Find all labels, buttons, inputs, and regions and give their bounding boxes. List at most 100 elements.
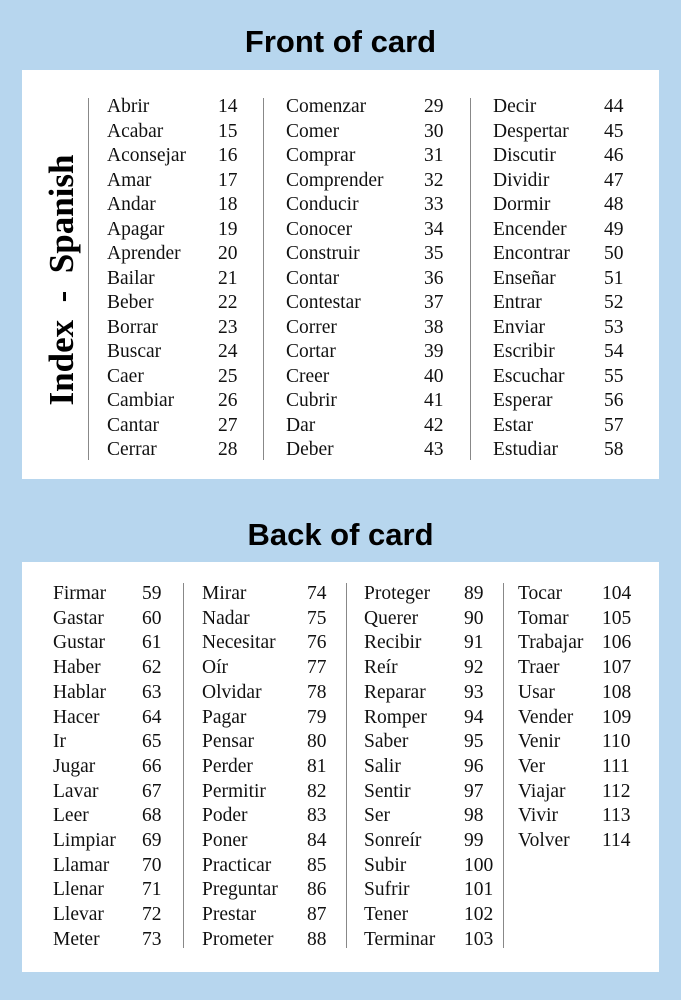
page-number: 55 — [604, 365, 624, 387]
page-number: 35 — [424, 243, 444, 264]
page-number: 57 — [604, 414, 624, 436]
front-card — [22, 70, 659, 479]
page-number: 73 — [142, 928, 162, 950]
verb: Acabar — [107, 120, 164, 142]
verb: Cubrir — [286, 390, 337, 411]
verb: Dar — [286, 414, 316, 436]
verb: Prestar — [202, 904, 257, 926]
page-number: 94 — [464, 706, 484, 728]
page-number: 30 — [424, 120, 444, 142]
verb: Terminar — [364, 928, 436, 950]
verb: Cambiar — [107, 390, 175, 411]
verb: Buscar — [107, 341, 162, 362]
page-number: 61 — [142, 632, 162, 654]
page-number: 17 — [218, 169, 238, 191]
verb: Preguntar — [202, 879, 278, 901]
back-card — [22, 562, 659, 972]
verb: Sufrir — [364, 879, 410, 901]
page-number: 75 — [307, 607, 327, 629]
page-number: 98 — [464, 805, 484, 827]
verb: Leer — [53, 805, 89, 827]
page-number: 29 — [424, 96, 444, 117]
page-number: 95 — [464, 731, 484, 753]
verb: Escuchar — [493, 365, 565, 387]
page-number: 105 — [602, 607, 632, 629]
page-number: 50 — [604, 243, 624, 264]
verb: Poder — [202, 805, 248, 827]
verb: Encender — [493, 218, 567, 240]
verb: Trabajar — [518, 632, 584, 654]
verb: Haber — [53, 657, 101, 679]
column-divider — [470, 98, 471, 460]
page-number: 88 — [307, 928, 327, 950]
page-number: 52 — [604, 292, 624, 313]
verb: Recibir — [364, 632, 422, 654]
verb: Apagar — [107, 218, 165, 240]
verb: Querer — [364, 607, 419, 629]
verb: Sentir — [364, 780, 411, 802]
page-number: 39 — [424, 341, 444, 362]
page-number: 108 — [602, 681, 632, 703]
verb: Amar — [107, 169, 152, 191]
verb: Estudiar — [493, 439, 558, 460]
verb: Salir — [364, 755, 401, 777]
verb: Jugar — [53, 755, 96, 777]
verb: Ir — [53, 731, 66, 753]
page-number: 66 — [142, 755, 162, 777]
column-divider — [503, 583, 504, 948]
page-number: 84 — [307, 830, 327, 851]
verb: Beber — [107, 292, 154, 313]
verb: Lavar — [53, 780, 99, 802]
verb: Vivir — [518, 805, 558, 827]
verb: Estar — [493, 414, 534, 436]
back-title: Back of card — [247, 517, 434, 552]
verb: Andar — [107, 194, 156, 215]
page-number: 101 — [464, 879, 494, 901]
page-number: 26 — [218, 390, 238, 411]
verb: Comprar — [286, 145, 356, 166]
page-number: 22 — [218, 292, 238, 313]
page-number: 80 — [307, 731, 327, 753]
verb: Cerrar — [107, 439, 157, 460]
side-label: Index - Spanish — [42, 154, 81, 406]
verb: Dormir — [493, 194, 551, 215]
verb: Olvidar — [202, 681, 262, 703]
page-number: 62 — [142, 657, 162, 679]
page-number: 15 — [218, 120, 238, 142]
page-number: 25 — [218, 365, 238, 387]
verb: Construir — [286, 243, 360, 264]
verb: Encontrar — [493, 243, 570, 264]
verb: Subir — [364, 854, 407, 876]
verb: Reír — [364, 657, 398, 679]
page-number: 28 — [218, 439, 238, 460]
page-number: 21 — [218, 267, 238, 289]
page-number: 103 — [464, 928, 494, 950]
page-number: 24 — [218, 341, 238, 362]
page-number: 42 — [424, 414, 444, 436]
verb: Comprender — [286, 169, 384, 191]
verb: Hacer — [53, 706, 100, 728]
verb: Enviar — [493, 316, 545, 338]
verb: Pagar — [202, 706, 247, 728]
page-number: 74 — [307, 583, 327, 604]
verb: Necesitar — [202, 632, 276, 654]
verb: Escribir — [493, 341, 555, 362]
page-number: 78 — [307, 681, 327, 703]
page-number: 87 — [307, 904, 327, 926]
page-number: 64 — [142, 706, 162, 728]
page-number: 60 — [142, 607, 162, 629]
verb: Creer — [286, 365, 330, 387]
verb: Cantar — [107, 414, 159, 436]
verb: Mirar — [202, 583, 247, 604]
verb: Volver — [518, 830, 570, 851]
page-number: 106 — [602, 632, 632, 654]
verb: Discutir — [493, 145, 556, 166]
verb: Meter — [53, 928, 100, 950]
page-number: 43 — [424, 439, 444, 460]
page-number: 14 — [218, 96, 238, 117]
verb: Oír — [202, 657, 228, 679]
page-number: 109 — [602, 706, 632, 728]
verb: Ver — [518, 755, 546, 777]
verb: Venir — [518, 731, 561, 753]
verb: Sonreír — [364, 830, 422, 851]
